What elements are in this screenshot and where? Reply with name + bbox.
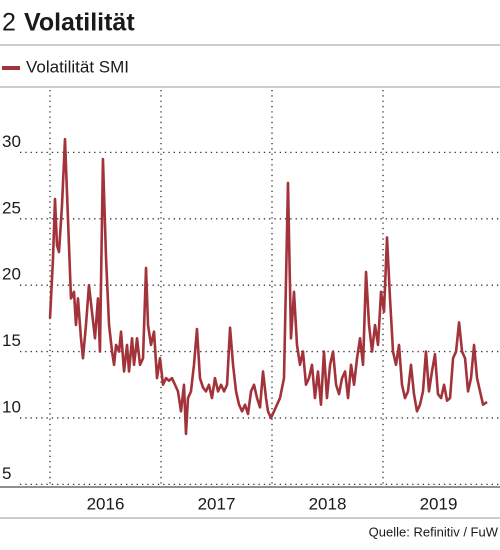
y-tick-label: 25 [2, 198, 21, 217]
source: Quelle: Refinitiv / FuW [369, 524, 499, 539]
y-tick-label: 20 [2, 265, 21, 284]
y-tick-label: 15 [2, 331, 21, 350]
y-tick-label: 30 [2, 132, 21, 151]
y-tick-label: 10 [2, 397, 21, 416]
legend-label: Volatilität SMI [26, 57, 129, 76]
y-tick-label: 5 [2, 464, 11, 483]
x-tick-label: 2017 [198, 494, 236, 513]
series-line [48, 137, 488, 436]
x-tick-label: 2019 [420, 494, 458, 513]
title-number: 2 [2, 9, 16, 37]
x-tick-label: 2016 [87, 494, 125, 513]
chart-title: Volatilität [24, 9, 135, 37]
x-tick-label: 2018 [309, 494, 347, 513]
